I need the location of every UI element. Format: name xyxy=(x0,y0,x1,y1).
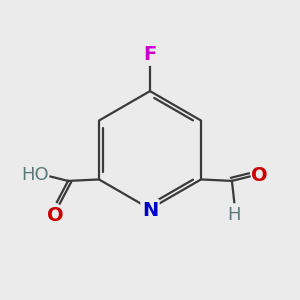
Text: N: N xyxy=(142,201,158,220)
Text: O: O xyxy=(47,206,64,225)
Text: HO: HO xyxy=(21,166,49,184)
Text: H: H xyxy=(227,206,241,224)
Text: O: O xyxy=(251,166,268,184)
Text: F: F xyxy=(143,45,157,64)
